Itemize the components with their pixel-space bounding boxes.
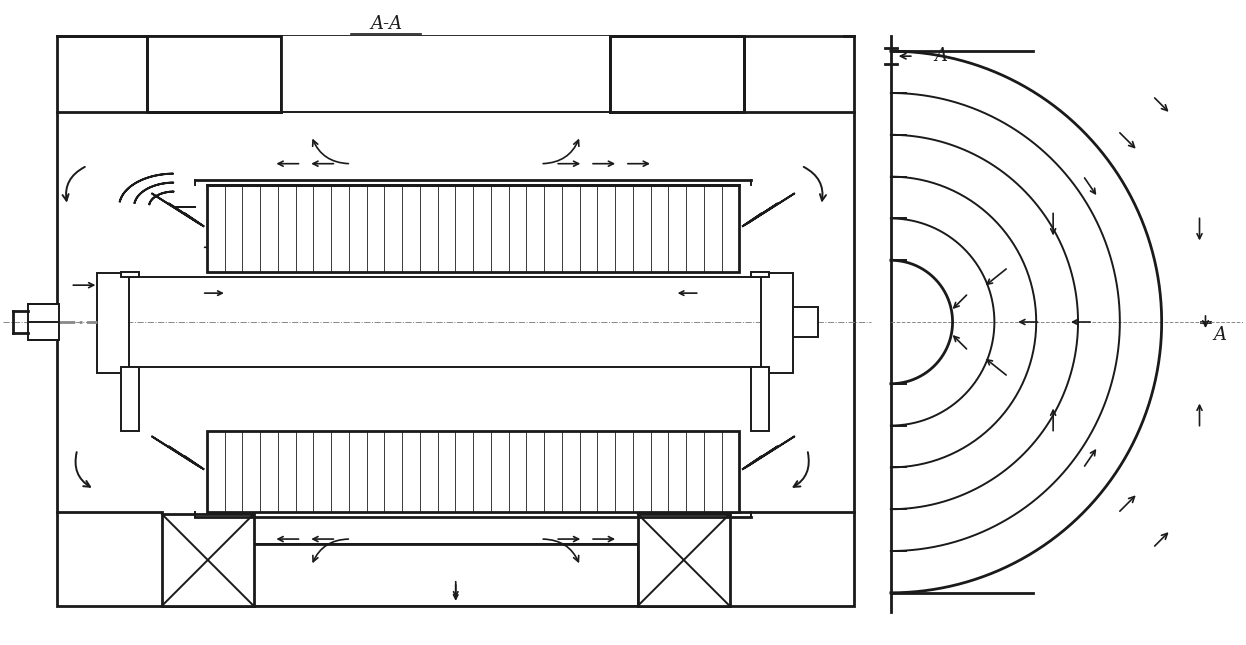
Bar	[282, 36, 611, 112]
Text: A-A: A-A	[370, 15, 402, 34]
Bar	[207, 430, 739, 512]
Bar	[27, 304, 60, 340]
Bar	[794, 307, 819, 337]
Bar	[611, 36, 744, 112]
Bar	[207, 184, 739, 272]
Bar	[162, 514, 254, 606]
Bar	[121, 272, 140, 277]
Text: A: A	[1212, 326, 1226, 344]
Bar	[97, 273, 130, 373]
Bar	[751, 272, 769, 277]
Bar	[121, 367, 140, 430]
Bar	[254, 544, 638, 606]
Text: A: A	[934, 47, 947, 65]
Bar	[751, 367, 769, 430]
Bar	[147, 36, 282, 112]
Bar	[57, 36, 854, 606]
Bar	[761, 273, 794, 373]
Bar	[638, 514, 730, 606]
